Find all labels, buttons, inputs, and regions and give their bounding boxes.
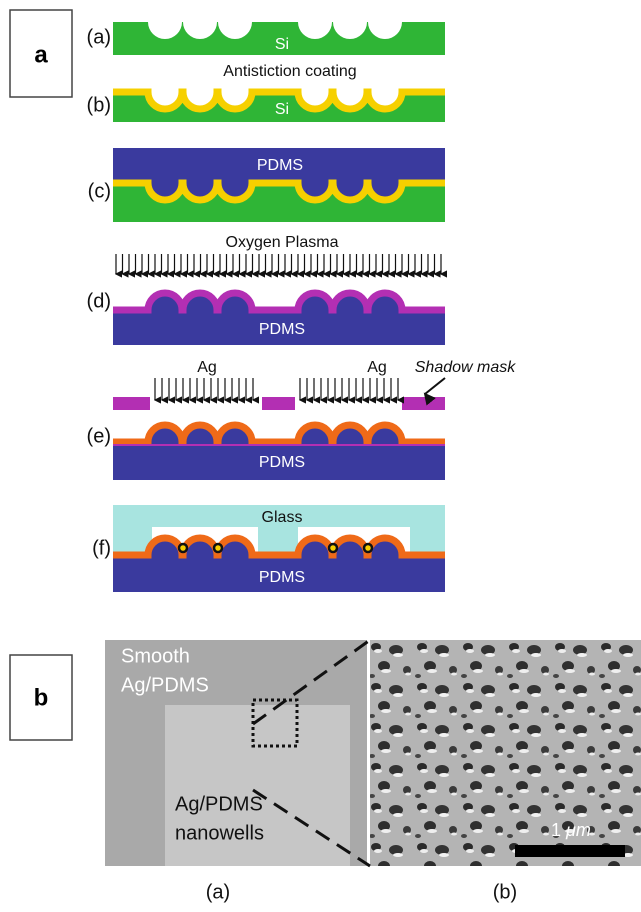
hotspot — [179, 544, 187, 552]
figure: a (a) (b) (c) (d) (e) (f) b Smooth Ag/PD… — [0, 0, 641, 912]
hotspot — [329, 544, 337, 552]
scale-unit: μm — [565, 820, 591, 840]
hotspot — [364, 544, 372, 552]
panel-label: a — [34, 41, 48, 68]
step-label: (d) — [87, 290, 111, 312]
image-caption: (a) — [206, 881, 230, 903]
shadow-mask — [262, 397, 295, 410]
shadow-mask — [402, 397, 445, 410]
pointer-arrow — [425, 378, 445, 394]
region-label: Smooth — [121, 645, 190, 667]
hotspot — [214, 544, 222, 552]
scale-number: 1 — [551, 820, 561, 840]
step-label: (c) — [88, 180, 111, 202]
material-label: Si — [275, 101, 289, 118]
step-label: (e) — [87, 425, 111, 447]
annotation: Shadow mask — [415, 359, 516, 376]
step-label: (a) — [87, 26, 111, 48]
panel-label: b — [34, 684, 49, 711]
region-label: Ag/PDMS — [175, 793, 263, 815]
annotation: Ag — [367, 359, 387, 376]
pdms-layer — [113, 425, 445, 480]
annotation: Ag — [197, 359, 217, 376]
material-label: Glass — [262, 509, 303, 526]
step-label: (b) — [87, 94, 111, 116]
material-label: Si — [275, 36, 289, 53]
annotation: Antistiction coating — [223, 63, 356, 80]
step-label: (f) — [92, 537, 111, 559]
annotation: Oxygen Plasma — [226, 234, 339, 251]
region-label: Ag/PDMS — [121, 674, 209, 696]
sem-zoom-image — [370, 640, 641, 866]
image-caption: (b) — [493, 881, 517, 903]
scale-bar — [515, 845, 625, 857]
material-label: PDMS — [259, 321, 305, 338]
shadow-mask — [113, 397, 150, 410]
material-label: PDMS — [259, 569, 305, 586]
region-label: nanowells — [175, 822, 264, 844]
material-label: PDMS — [257, 157, 303, 174]
material-label: PDMS — [259, 454, 305, 471]
